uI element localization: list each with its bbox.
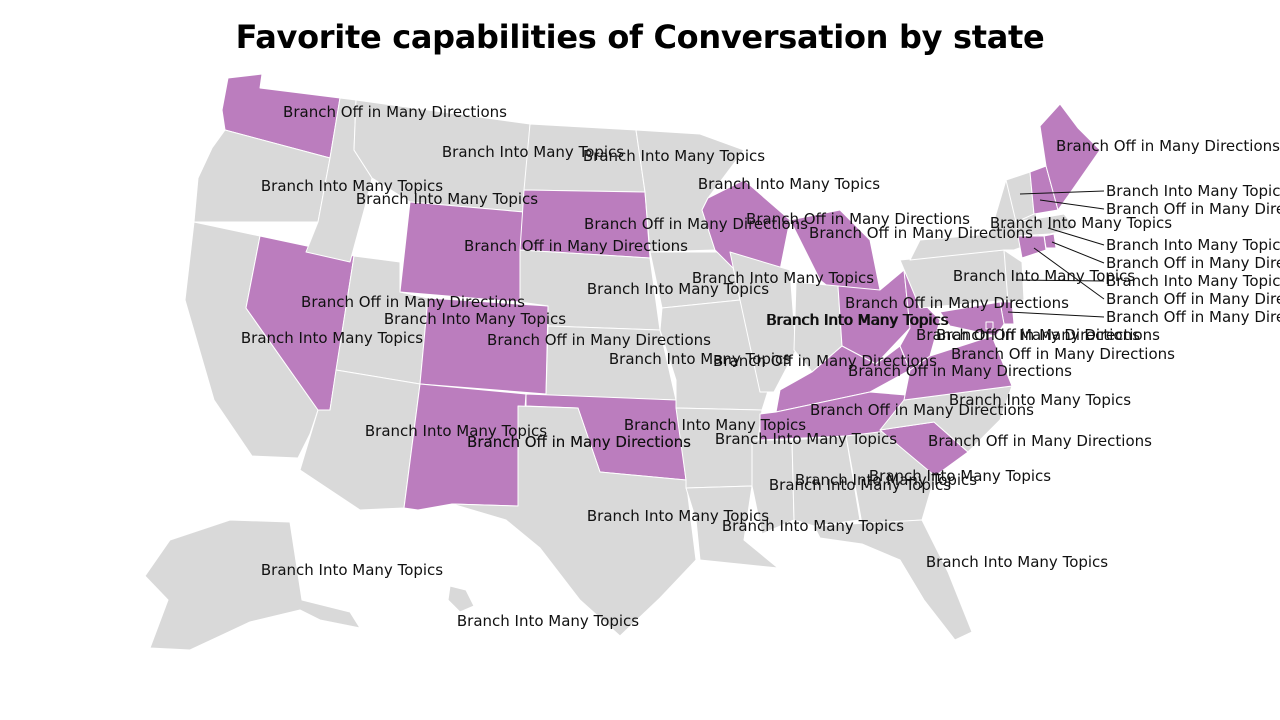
state-label-mn: Branch Into Many Topics <box>698 175 880 193</box>
state-label-oh: Branch Off in Many Directions <box>845 294 1069 312</box>
state-label-nv: Branch Off in Many Directions <box>301 293 525 311</box>
state-label-va: Branch Off in Many Directions <box>951 345 1175 363</box>
state-al <box>791 435 861 527</box>
state-label-tn: Branch Off in Many Directions <box>810 401 1034 419</box>
state-label-nh: Branch Off in Many Directions <box>1106 200 1280 218</box>
state-ct <box>1017 235 1047 259</box>
state-label-nm: Branch Off in Many Directions <box>467 433 691 451</box>
state-label-nc: Branch Into Many Topics <box>949 391 1131 409</box>
state-label-vt: Branch Into Many Topics <box>1106 182 1280 200</box>
state-label-md: Branch Off in Many Directions <box>916 326 1140 344</box>
state-label-ms: Branch Into Many Topics <box>769 476 951 494</box>
state-label-ga: Branch Into Many Topics <box>869 467 1051 485</box>
state-label-mt: Branch Into Many Topics <box>442 143 624 161</box>
state-label-wy: Branch Off in Many Directions <box>464 237 688 255</box>
state-label-ny: Branch Into Many Topics <box>990 214 1172 232</box>
state-label-ak: Branch Into Many Topics <box>261 561 443 579</box>
state-label-tx: Branch Into Many Topics <box>587 507 769 525</box>
state-label-mo: Branch Into Many Topics <box>609 350 791 368</box>
state-label-ri: Branch Off in Many Directions <box>1106 254 1280 272</box>
leader-lines <box>1007 190 1105 318</box>
state-label-ut: Branch Into Many Topics <box>384 310 566 328</box>
state-label-nj: Branch Into Many Topics <box>1106 272 1280 290</box>
state-nj <box>1003 249 1025 303</box>
state-tx <box>451 405 697 637</box>
page-title: Favorite capabilities of Conversation by… <box>235 18 1045 56</box>
state-label-ne: Branch Into Many Topics <box>587 280 769 298</box>
state-label-wi: Branch Off in Many Directions <box>746 210 970 228</box>
state-label-ok: Branch Off in Many Directions <box>467 433 691 451</box>
state-label-dc: Branch Off in Many Directions <box>936 326 1160 344</box>
state-label-nd: Branch Into Many Topics <box>583 147 765 165</box>
state-label-al: Branch Into Many Topics <box>795 471 977 489</box>
state-me <box>1039 103 1101 211</box>
state-label-co: Branch Off in Many Directions <box>487 331 711 349</box>
state-label-sd: Branch Off in Many Directions <box>584 215 808 233</box>
leader-line-nh <box>1039 199 1105 210</box>
leader-line-de <box>1007 311 1105 318</box>
state-label-la: Branch Into Many Topics <box>722 517 904 535</box>
state-label-in: Branch Into Many Topics <box>767 311 949 329</box>
leader-line-vt <box>1019 190 1105 195</box>
state-label-az: Branch Into Many Topics <box>365 422 547 440</box>
state-fl <box>813 519 973 641</box>
leader-line-ri <box>1051 241 1105 264</box>
state-label-wa: Branch Off in Many Directions <box>283 103 507 121</box>
leader-line-ct <box>1033 247 1105 300</box>
leader-line-nj <box>1015 279 1105 282</box>
state-label-sc: Branch Off in Many Directions <box>928 432 1152 450</box>
state-label-fl: Branch Into Many Topics <box>926 553 1108 571</box>
state-label-ks: Branch Into Many Topics <box>624 416 806 434</box>
state-label-ma: Branch Into Many Topics <box>1106 236 1280 254</box>
state-label-ia: Branch Into Many Topics <box>692 269 874 287</box>
state-hi <box>447 585 475 613</box>
states-layer <box>144 73 1101 651</box>
state-label-me: Branch Off in Many Directions <box>1056 137 1280 155</box>
state-label-ca: Branch Into Many Topics <box>241 329 423 347</box>
state-ma <box>1015 213 1077 237</box>
state-label-ar: Branch Into Many Topics <box>715 430 897 448</box>
state-label-mi: Branch Off in Many Directions <box>809 224 1033 242</box>
state-il <box>729 251 797 393</box>
state-label-hi: Branch Into Many Topics <box>457 612 639 630</box>
state-label-il: Branch Into Many Topics <box>766 311 948 329</box>
state-label-de: Branch Off in Many Directions <box>1106 308 1280 326</box>
state-ak <box>144 519 361 651</box>
state-label-pa: Branch Into Many Topics <box>953 267 1135 285</box>
state-label-or: Branch Into Many Topics <box>261 177 443 195</box>
leader-line-ma <box>1047 227 1105 246</box>
state-dc <box>985 321 994 330</box>
state-label-wv: Branch Off in Many Directions <box>848 362 1072 380</box>
state-ms <box>751 439 795 535</box>
state-label-ky: Branch Off in Many Directions <box>713 352 937 370</box>
state-label-id: Branch Into Many Topics <box>356 190 538 208</box>
state-label-ct: Branch Off in Many Directions <box>1106 290 1280 308</box>
